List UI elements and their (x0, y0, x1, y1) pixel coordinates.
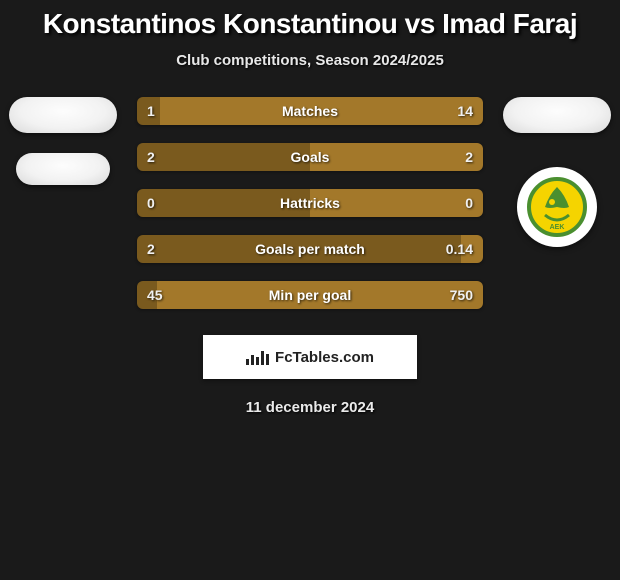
right-player-col: AEK (501, 97, 613, 247)
player-pill-left-1 (9, 97, 117, 133)
stat-label: Goals (137, 143, 483, 171)
stat-label: Goals per match (137, 235, 483, 263)
player-pill-right-1 (503, 97, 611, 133)
svg-text:AEK: AEK (550, 224, 565, 231)
date-line: 11 december 2024 (0, 399, 620, 416)
branding-box: FcTables.com (203, 335, 417, 379)
subtitle: Club competitions, Season 2024/2025 (0, 52, 620, 69)
chart-icon (246, 349, 269, 365)
stat-label: Min per goal (137, 281, 483, 309)
page-title: Konstantinos Konstantinou vs Imad Faraj (0, 8, 620, 40)
player-pill-left-2 (16, 153, 110, 185)
stat-row: 00Hattricks (137, 189, 483, 217)
comparison-infographic: Konstantinos Konstantinou vs Imad Faraj … (0, 0, 620, 416)
left-player-col (7, 97, 119, 185)
main-area: 114Matches 22Goals 00Hattricks 20.14Goals p… (0, 97, 620, 309)
club-badge: AEK (517, 167, 597, 247)
branding-text: FcTables.com (275, 349, 374, 366)
stat-label: Hattricks (137, 189, 483, 217)
stat-bars: 114Matches 22Goals 00Hattricks 20.14Goals p… (137, 97, 483, 309)
stat-label: Matches (137, 97, 483, 125)
stat-row: 114Matches (137, 97, 483, 125)
stat-row: 20.14Goals per match (137, 235, 483, 263)
stat-row: 45750Min per goal (137, 281, 483, 309)
stat-row: 22Goals (137, 143, 483, 171)
aek-badge-icon: AEK (527, 177, 587, 237)
